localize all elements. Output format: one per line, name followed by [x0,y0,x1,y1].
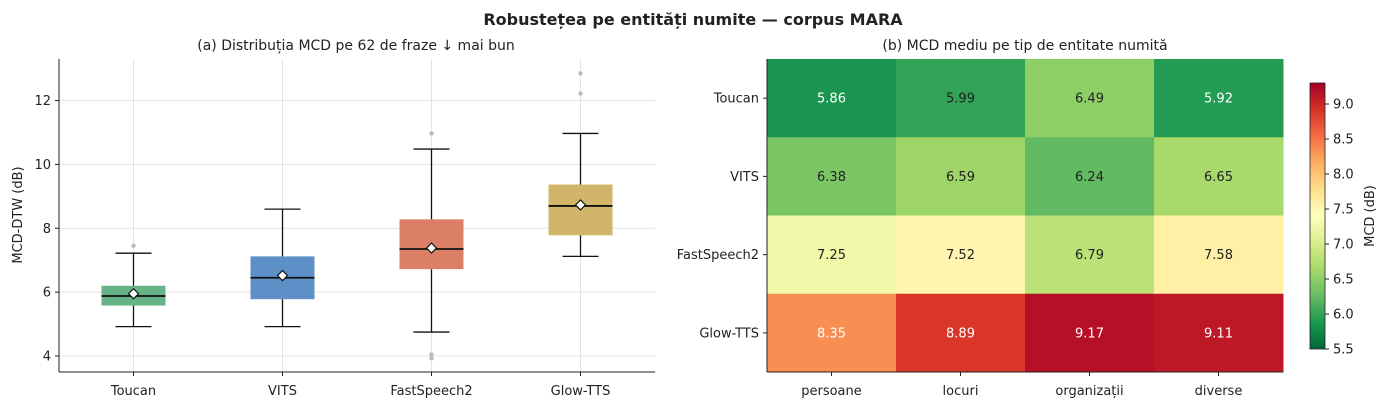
box-glow-tts [548,71,613,258]
colorbar [1309,82,1326,350]
y-tick-label: 6 [43,286,51,301]
heatmap-cell [1025,293,1155,373]
y-tick-label: 10 [34,158,51,173]
heatmap-cell-value: 5.99 [946,92,975,107]
heatmap-cell-value: 6.65 [1204,170,1233,185]
heatmap-cell-value: 6.24 [1075,170,1104,185]
heatmap-cell [767,59,897,138]
colorbar-ticks: 5.5 6.0 6.5 7.0 7.5 8.0 8.5 9.0 [1325,98,1354,358]
heatmap-cell-value: 5.92 [1204,92,1233,107]
x-tick-label: Toucan [110,384,156,399]
colorbar-tick-label: 8.0 [1333,168,1354,183]
row-label: Toucan [713,92,759,107]
heatmap-cell-value: 8.35 [817,326,846,341]
heatmap-cell [1154,137,1284,216]
heatmap-cell [896,59,1026,138]
row-label: Glow-TTS [699,326,759,341]
boxplot-panel: (a) Distribuția MCD pe 62 de fraze ↓ mai… [11,38,655,399]
heatmap-row-labels: Toucan VITS FastSpeech2 Glow-TTS [677,92,767,341]
box-fastspeech2 [399,131,464,361]
column-label: diverse [1195,384,1243,399]
heatmap-cell-value: 5.86 [817,92,846,107]
heatmap-cells: 5.86 5.99 6.49 5.92 6.38 6.59 6.24 6.65 7.25 7.52… [767,59,1284,373]
y-tick-label: 8 [43,222,51,237]
mean-marker [425,242,438,254]
column-label: persoane [801,384,862,399]
colorbar-tick-label: 6.0 [1333,308,1354,323]
heatmap-cell-value: 7.52 [946,248,975,263]
x-tick-label: VITS [268,384,297,399]
box-toucan [101,243,166,328]
heatmap-cell-value: 7.25 [817,248,846,263]
outlier-point [429,131,434,136]
heatmap-cell-value: 6.38 [817,170,846,185]
colorbar-tick-label: 9.0 [1333,98,1354,113]
heatmap-cell [767,215,897,295]
x-tick-label: FastSpeech2 [390,384,472,399]
row-label: VITS [730,170,759,185]
heatmap-cell [1025,59,1155,138]
boxplot-y-ticks: 4 6 8 10 12 [34,94,59,365]
column-label: locuri [943,384,979,399]
x-tick-label: Glow-TTS [551,384,611,399]
heatmap-cell [1025,137,1155,216]
y-tick-label: 4 [43,350,51,365]
heatmap-cell [1025,215,1155,295]
box-vits [250,208,315,328]
outlier-point [429,352,434,357]
heatmap-cell [767,293,897,373]
colorbar-tick-label: 7.5 [1333,203,1354,218]
heatmap-cell [896,137,1026,216]
heatmap-cell [1154,293,1284,373]
boxplot-axes [58,59,655,373]
outlier-point [429,356,434,361]
mean-marker [127,287,140,300]
heatmap-axes [766,59,1283,373]
outlier-point [578,71,583,76]
colorbar-tick-label: 8.5 [1333,133,1354,148]
heatmap-cell-value: 7.58 [1204,248,1233,263]
boxplot-title: (a) Distribuția MCD pe 62 de fraze ↓ mai… [197,38,515,54]
boxplot-series [101,71,613,361]
outlier-point [131,243,136,249]
heatmap-cell-value: 9.11 [1204,326,1233,341]
heatmap-cell-value: 8.89 [946,326,975,341]
heatmap-cell-value: 6.59 [946,170,975,185]
heatmap-cell-value: 6.49 [1075,92,1104,107]
heatmap-panel: (b) MCD mediu pe tip de entitate numită … [677,38,1378,399]
boxplot-x-ticks: Toucan VITS FastSpeech2 Glow-TTS [110,372,610,399]
colorbar-tick-label: 7.0 [1333,238,1354,253]
heatmap-cell [896,293,1026,373]
heatmap-cell [1154,215,1284,295]
figure-title: Robustețea pe entități numite — corpus M… [483,10,903,29]
colorbar-tick-label: 5.5 [1333,343,1354,358]
mean-marker [276,269,289,282]
heatmap-cell-value: 6.79 [1075,248,1104,263]
heatmap-cell-value: 9.17 [1075,326,1104,341]
heatmap-title: (b) MCD mediu pe tip de entitate numită [882,38,1167,54]
heatmap-cell [896,215,1026,295]
heatmap-column-labels: persoane locuri organizații diverse [801,372,1242,399]
heatmap-cell [767,137,897,216]
row-label: FastSpeech2 [677,248,759,263]
mean-marker [574,199,587,211]
column-label: organizații [1055,384,1123,399]
y-tick-label: 12 [34,94,51,109]
outlier-point [578,91,583,96]
colorbar-label: MCD (dB) [1363,185,1378,247]
colorbar-tick-label: 6.5 [1333,273,1354,288]
boxplot-y-label: MCD-DTW (dB) [11,166,26,263]
heatmap-cell [1154,59,1284,138]
